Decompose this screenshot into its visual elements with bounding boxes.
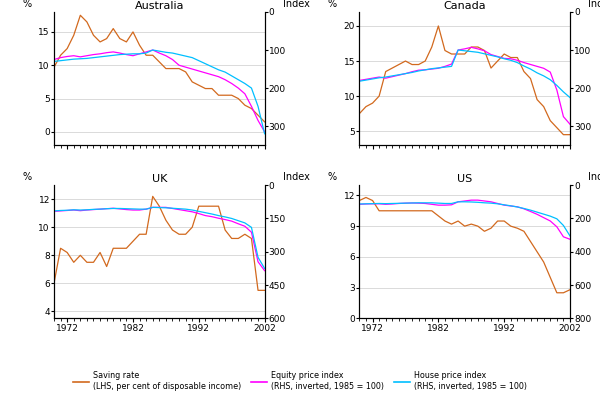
Title: Australia: Australia (134, 1, 184, 11)
Legend: Saving rate
(LHS, per cent of disposable income), Equity price index
(RHS, inver: Saving rate (LHS, per cent of disposable… (70, 368, 530, 394)
Text: Index: Index (283, 172, 310, 183)
Text: Index: Index (588, 172, 600, 183)
Text: Index: Index (283, 0, 310, 9)
Text: %: % (328, 172, 337, 183)
Text: %: % (22, 172, 31, 183)
Text: Index: Index (588, 0, 600, 9)
Title: US: US (457, 174, 472, 184)
Title: UK: UK (152, 174, 167, 184)
Text: %: % (22, 0, 31, 9)
Text: %: % (328, 0, 337, 9)
Title: Canada: Canada (443, 1, 486, 11)
